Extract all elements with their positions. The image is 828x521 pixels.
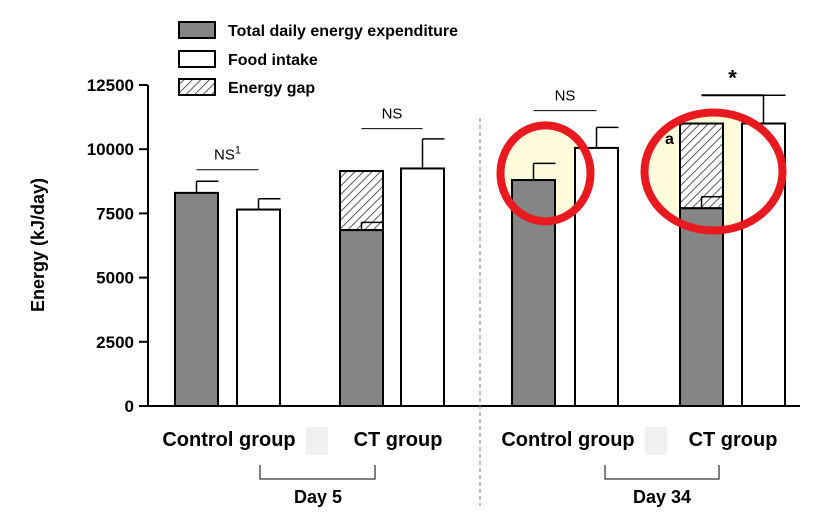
category-separator-box <box>306 427 328 455</box>
y-axis-label: Energy (kJ/day) <box>28 178 48 312</box>
y-tick-label: 5000 <box>96 269 134 288</box>
significance-label: NS1 <box>214 145 241 164</box>
food-intake-bar <box>236 208 281 407</box>
significance-label: * <box>728 65 737 90</box>
significance-label: NS <box>555 88 576 105</box>
tdee-bar <box>339 229 384 407</box>
day-bracket <box>259 465 376 480</box>
day-brackets: Day 5 Day 34 <box>259 465 720 507</box>
energy-gap-bar <box>679 122 724 210</box>
day-label: Day 34 <box>633 487 691 507</box>
energy-gap-bar <box>339 170 384 232</box>
category-labels: Control group CT group Control group CT … <box>162 427 777 455</box>
food-intake-bar <box>574 146 619 408</box>
category-separator-box <box>645 427 667 455</box>
significance-label: NS <box>382 106 403 123</box>
legend: Total daily energy expenditure Food inta… <box>178 21 458 97</box>
category-label: Control group <box>162 429 295 451</box>
tdee-bar <box>174 191 219 407</box>
y-tick-label: 0 <box>125 397 134 416</box>
category-label: CT group <box>689 429 778 451</box>
legend-label-tdee: Total daily energy expenditure <box>228 23 458 40</box>
legend-swatch-food-intake <box>178 50 216 68</box>
highlight-circles <box>496 108 787 235</box>
tdee-bar <box>679 207 724 407</box>
y-ticks: 0 2500 5000 7500 10000 12500 <box>87 76 148 416</box>
y-tick-label: 7500 <box>96 204 134 223</box>
y-tick-label: 10000 <box>87 140 134 159</box>
day-label: Day 5 <box>294 487 342 507</box>
legend-swatch-energy-gap <box>178 78 216 96</box>
legend-swatch-tdee <box>178 21 216 39</box>
highlight-circle <box>496 121 595 226</box>
day-bracket <box>604 465 720 480</box>
category-label: CT group <box>354 429 443 451</box>
legend-label-energy-gap: Energy gap <box>228 80 315 97</box>
legend-label-food-intake: Food intake <box>228 52 318 69</box>
category-label: Control group <box>501 429 634 451</box>
food-intake-bar <box>400 167 445 407</box>
y-tick-label: 12500 <box>87 76 134 95</box>
significance-markers: NS1 NS NS * <box>196 65 764 171</box>
food-intake-bar <box>741 122 786 408</box>
y-tick-label: 2500 <box>96 333 134 352</box>
highlight-circle <box>640 108 787 235</box>
annotation-label: a <box>665 131 674 148</box>
